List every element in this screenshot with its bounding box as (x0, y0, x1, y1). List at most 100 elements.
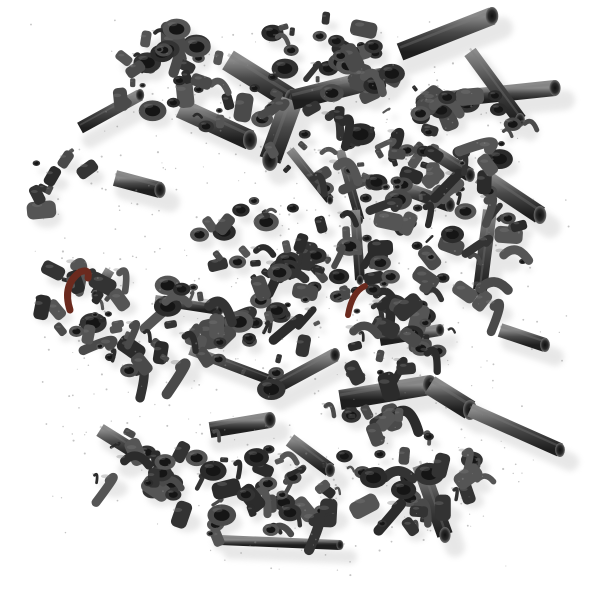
pipe-fragment (313, 264, 325, 274)
rusty-pipe-group (64, 267, 368, 318)
pipe-fragment (115, 50, 133, 67)
pipe-elbow-fragment (78, 318, 86, 326)
pipe-fragment (112, 87, 129, 112)
pipe-fragment (111, 319, 124, 329)
pipe-elbow-fragment (334, 486, 342, 496)
pipe-fragment (281, 240, 292, 254)
pipe-elbow-fragment (274, 32, 291, 46)
pipe-fragment (510, 219, 528, 233)
pipe-segment (497, 323, 548, 352)
pipe-fragment (164, 320, 178, 329)
pipe-fragment (130, 78, 136, 88)
pipe-elbow-fragment (501, 127, 514, 139)
pipe-elbow-fragment (253, 244, 277, 258)
pipe-elbow-fragment (379, 466, 418, 484)
pipe-fragment (476, 170, 492, 195)
pipe-elbow-fragment (188, 290, 195, 303)
rusty-pipe (345, 283, 368, 318)
pipe-end (555, 443, 565, 457)
pipe-elbow-fragment (124, 319, 141, 350)
pipe-elbow-fragment (382, 107, 391, 114)
pipe-elbow-fragment (467, 252, 483, 266)
pipe-fragment (347, 340, 363, 352)
pipe-fragment (342, 226, 351, 240)
pipe-elbow-fragment (309, 172, 328, 198)
pipe-fragment (435, 494, 451, 521)
pipe-fragment (98, 316, 107, 323)
pipe-fragment (264, 141, 279, 159)
pipe-elbow-fragment (168, 34, 186, 78)
pipe-fragment (391, 157, 398, 167)
pipe-fragment (33, 294, 51, 321)
pipe-elbow-fragment (338, 114, 354, 151)
pipe-fragment (283, 164, 292, 173)
pipe-end (533, 206, 547, 224)
pipe-fragment (375, 410, 397, 432)
pipe-end (435, 324, 445, 336)
pipe-elbow-fragment (233, 459, 243, 480)
pipe-elbow-fragment (323, 402, 337, 419)
pipe-elbow-fragment (303, 512, 325, 556)
pipe-segment (219, 535, 341, 550)
pipe-fragment (270, 88, 283, 100)
pipe-elbow-fragment (499, 245, 534, 265)
pipe-fragment (211, 478, 242, 500)
pipe-fragment (315, 76, 320, 83)
pipe-elbow-fragment (389, 356, 408, 387)
pipe-end (439, 527, 451, 543)
pipe-end (485, 7, 499, 25)
pipe-elbow-fragment (109, 441, 121, 449)
pipe-elbow-fragment (447, 327, 457, 334)
pipe-fragment (455, 87, 485, 106)
pipe-elbow-fragment (279, 451, 300, 466)
pipe-segment (396, 7, 496, 61)
pipe-fragment (418, 193, 423, 201)
pipe-end (336, 540, 344, 550)
pipe-fragment (401, 517, 420, 537)
pipe-fragment (349, 19, 378, 39)
pipe-fragment (26, 200, 57, 220)
pipe-fragment (274, 457, 284, 465)
pipe-fragment (175, 79, 195, 109)
pipe-fragment (418, 191, 433, 203)
pipe-fragment (76, 159, 99, 180)
pipe-elbow-fragment (181, 330, 199, 355)
pipe-fragment (377, 371, 400, 402)
pipe-end (135, 89, 145, 101)
pipe-fragment (278, 23, 289, 32)
pipe-fragment (221, 92, 235, 111)
pipe-fragment (57, 150, 74, 169)
pipe-fragment (407, 152, 423, 169)
pipe-elbow-fragment (429, 168, 464, 204)
pipe-elbow-fragment (161, 358, 191, 400)
pipe-fragment (467, 494, 473, 502)
pipe-fragment (88, 271, 117, 296)
pipe-fragment (213, 50, 224, 66)
pipe-fragment (369, 126, 375, 134)
pipe-fragment (356, 162, 365, 167)
pipe-fragment (394, 407, 404, 422)
pipe-end (465, 168, 475, 182)
pipe-elbow-fragment (265, 207, 277, 214)
pipe-segment (467, 403, 563, 457)
pipe-fragment (91, 290, 104, 305)
pipe-fragment (349, 493, 380, 519)
pipe-fragment (289, 27, 295, 36)
pipe-fragment (212, 250, 223, 262)
pipe-segment (112, 170, 163, 198)
pipe-fragment (298, 141, 308, 151)
pipe-segment (464, 47, 526, 125)
pipe-fragment (393, 293, 423, 322)
pipe-elbow-fragment (192, 112, 203, 119)
pipe-fragment (250, 275, 271, 302)
pipe-fragment (190, 73, 213, 90)
pipe-fragment (313, 320, 321, 327)
pipe-fragment (246, 504, 257, 517)
pipe-fragment (125, 60, 146, 79)
pipe-fragment (321, 11, 331, 25)
pipe-fragment (109, 288, 131, 312)
pipe-end (540, 338, 550, 352)
pipe-fragment (352, 248, 363, 256)
pipe-elbow-fragment (481, 193, 498, 228)
